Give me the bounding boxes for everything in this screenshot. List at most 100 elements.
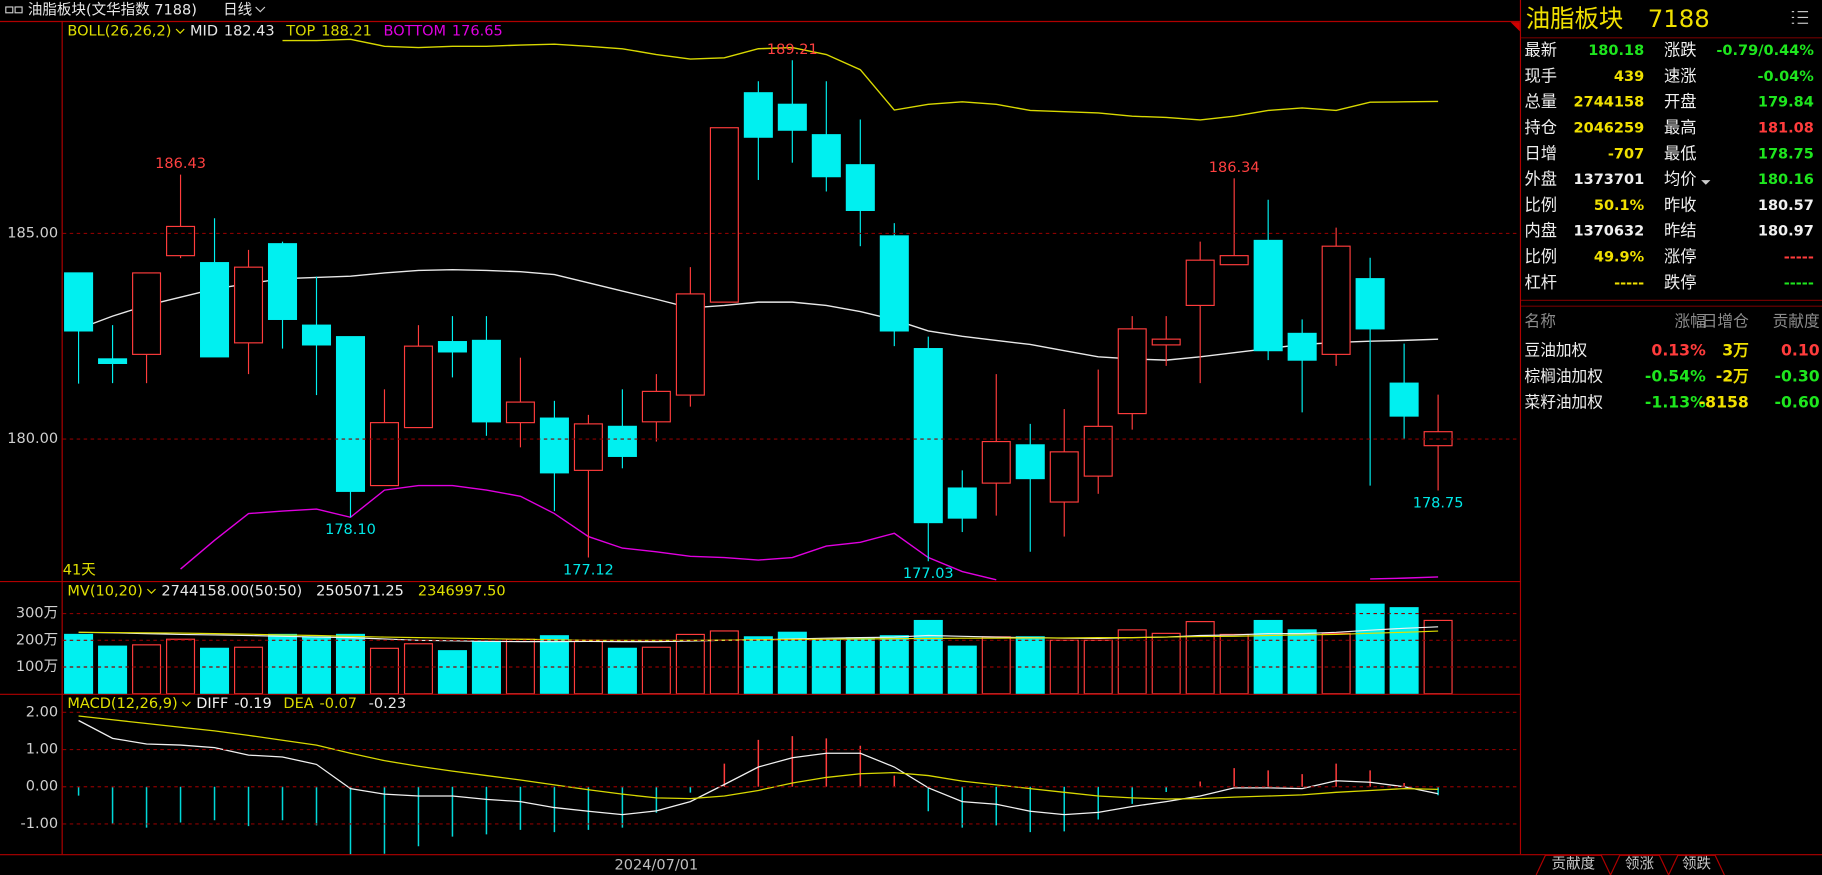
table-cell: -2万 xyxy=(1716,367,1749,386)
high-label: 186.43 xyxy=(155,156,206,172)
quote-value: 439 xyxy=(1614,69,1644,85)
quote-value: 178.75 xyxy=(1758,146,1814,162)
legend-value: -0.07 xyxy=(319,696,357,712)
low-label: 177.03 xyxy=(903,566,954,582)
candle-body xyxy=(1015,444,1045,480)
quote-value: ----- xyxy=(1784,275,1814,291)
volume-bar xyxy=(1219,633,1249,694)
quote-value: 1373701 xyxy=(1574,172,1645,188)
quote-value: 180.97 xyxy=(1758,224,1814,240)
y-tick-label: 300万 xyxy=(16,606,58,622)
candle-body xyxy=(437,341,467,353)
ma-line xyxy=(78,630,1439,641)
macd-panel xyxy=(77,715,1439,855)
legend-name: DEA xyxy=(283,696,313,712)
volume-bar xyxy=(1253,619,1283,694)
quote-label: 最低 xyxy=(1664,144,1697,163)
y-tick-label: 185.00 xyxy=(7,225,58,241)
high-label: 186.34 xyxy=(1209,160,1260,176)
quote-label: 现手 xyxy=(1525,66,1558,85)
volume-bar xyxy=(845,637,875,694)
indicator-chevron[interactable] xyxy=(146,588,156,595)
y-tick-label: -1.00 xyxy=(21,816,59,832)
quote-code: 7188 xyxy=(1648,4,1710,33)
candle-body xyxy=(675,293,705,396)
volume-bar xyxy=(200,647,230,694)
y-tick-label: 2.00 xyxy=(26,704,58,720)
volume-bar xyxy=(335,633,366,694)
quote-value: 2744158 xyxy=(1574,95,1645,111)
quote-label: 跌停 xyxy=(1664,273,1697,292)
volume-bar xyxy=(1117,629,1147,694)
candle-body xyxy=(233,266,264,344)
candle-body xyxy=(1151,338,1181,346)
macd-line xyxy=(78,715,1439,800)
period-label: 41天 xyxy=(63,563,96,579)
menu-icon[interactable] xyxy=(1791,11,1809,24)
table-cell: 豆油加权 xyxy=(1525,340,1588,359)
volume-bar xyxy=(777,631,807,694)
quote-title: 油脂板块 xyxy=(1526,4,1624,33)
candle-body xyxy=(1083,425,1113,477)
quote-label: 速涨 xyxy=(1664,66,1697,85)
tab[interactable]: 领涨 xyxy=(1625,856,1655,873)
quote-label: 比例 xyxy=(1525,247,1558,266)
quote-value: 179.84 xyxy=(1758,95,1814,111)
legend-name: MID xyxy=(190,23,218,39)
boll-line xyxy=(282,38,1439,121)
table-cell: -0.60 xyxy=(1775,393,1820,412)
candle-body xyxy=(947,487,977,519)
legend-text: 2744158.00(50:50) xyxy=(161,583,302,599)
candle-body xyxy=(573,423,603,471)
candle-body xyxy=(98,358,128,364)
price-panel xyxy=(64,38,1453,581)
quote-label: 外盘 xyxy=(1525,170,1558,189)
candle-body xyxy=(641,390,671,423)
volume-bar xyxy=(403,643,433,694)
volume-bar xyxy=(1287,629,1317,694)
candle-body xyxy=(1117,328,1147,415)
quote-value: -707 xyxy=(1608,146,1644,162)
period-selector[interactable]: 日线 xyxy=(223,1,252,18)
quote-value: 50.1% xyxy=(1594,198,1645,214)
quote-label: 日增 xyxy=(1525,144,1558,163)
volume-bar xyxy=(539,635,569,694)
candle-body xyxy=(913,348,943,524)
boll-line xyxy=(78,268,1439,361)
quote-value: 180.16 xyxy=(1758,172,1814,188)
volume-bar xyxy=(607,647,637,694)
candle-body xyxy=(879,235,909,332)
avg-dropdown[interactable] xyxy=(1701,180,1711,185)
y-tick-label: 100万 xyxy=(16,659,58,675)
candle-body xyxy=(1049,451,1079,503)
y-tick-label: 1.00 xyxy=(26,742,58,758)
candle-body xyxy=(845,164,875,211)
quote-label: 昨结 xyxy=(1664,221,1697,240)
table-header: 日增仓 xyxy=(1702,311,1749,330)
candle-body xyxy=(1253,239,1283,352)
tab[interactable]: 贡献度 xyxy=(1552,856,1596,873)
legend-text: MACD(12,26,9) xyxy=(67,696,177,712)
table-cell: 0.10 xyxy=(1781,340,1820,359)
volume-bar xyxy=(981,636,1011,694)
y-tick-label: 200万 xyxy=(16,632,58,648)
legend-text: BOLL(26,26,2) xyxy=(67,23,171,39)
candle-body xyxy=(743,92,773,138)
volume-bar xyxy=(233,646,264,694)
table-header: 涨幅 xyxy=(1674,311,1705,330)
period-chevron[interactable] xyxy=(255,6,266,13)
table-cell: -0.54% xyxy=(1645,367,1706,386)
quote-value: 180.57 xyxy=(1758,198,1814,214)
tab-outline xyxy=(1535,854,1725,875)
quote-label: 昨收 xyxy=(1664,195,1697,214)
indicator-chevron[interactable] xyxy=(175,28,185,34)
indicator-chevron[interactable] xyxy=(181,701,191,707)
quote-value: ----- xyxy=(1784,250,1814,266)
quote-value: 180.18 xyxy=(1588,43,1644,59)
x-tick-label: 2024/07/01 xyxy=(615,858,699,874)
volume-bar xyxy=(369,647,399,694)
volume-bar xyxy=(132,644,162,694)
tab[interactable]: 领跌 xyxy=(1682,856,1712,873)
